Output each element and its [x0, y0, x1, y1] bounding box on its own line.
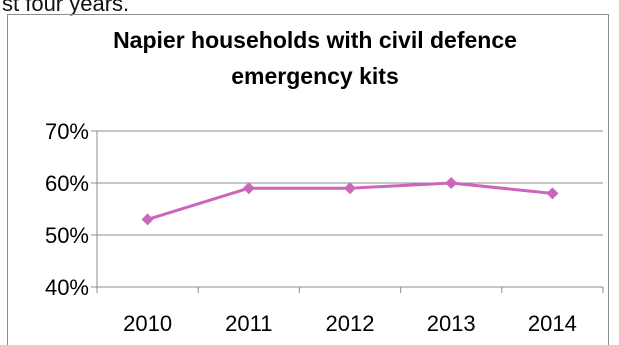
- x-tick-label-2012: 2012: [326, 311, 375, 336]
- data-point-2014: [546, 187, 559, 200]
- x-tick-label-2013: 2013: [427, 311, 476, 336]
- x-tick-label-2010: 2010: [123, 311, 172, 336]
- chart-title-line-2: emergency kits: [231, 63, 399, 89]
- data-point-2011: [242, 182, 255, 195]
- chart-title-line-1: Napier households with civil defence: [113, 27, 517, 53]
- y-tick-label-60: 60%: [45, 171, 89, 196]
- y-tick-label-50: 50%: [45, 223, 89, 248]
- data-point-2010: [141, 213, 154, 226]
- chart-frame: [7, 14, 609, 345]
- leading-text: st four years.: [2, 0, 130, 16]
- x-tick-label-2014: 2014: [528, 311, 577, 336]
- data-point-2013: [445, 177, 458, 189]
- data-point-2012: [344, 182, 356, 195]
- chart-title: Napier households with civil defence eme…: [0, 22, 619, 94]
- y-tick-label-70: 70%: [45, 119, 89, 144]
- y-tick-label-40: 40%: [45, 275, 89, 300]
- x-tick-label-2011: 2011: [225, 311, 272, 336]
